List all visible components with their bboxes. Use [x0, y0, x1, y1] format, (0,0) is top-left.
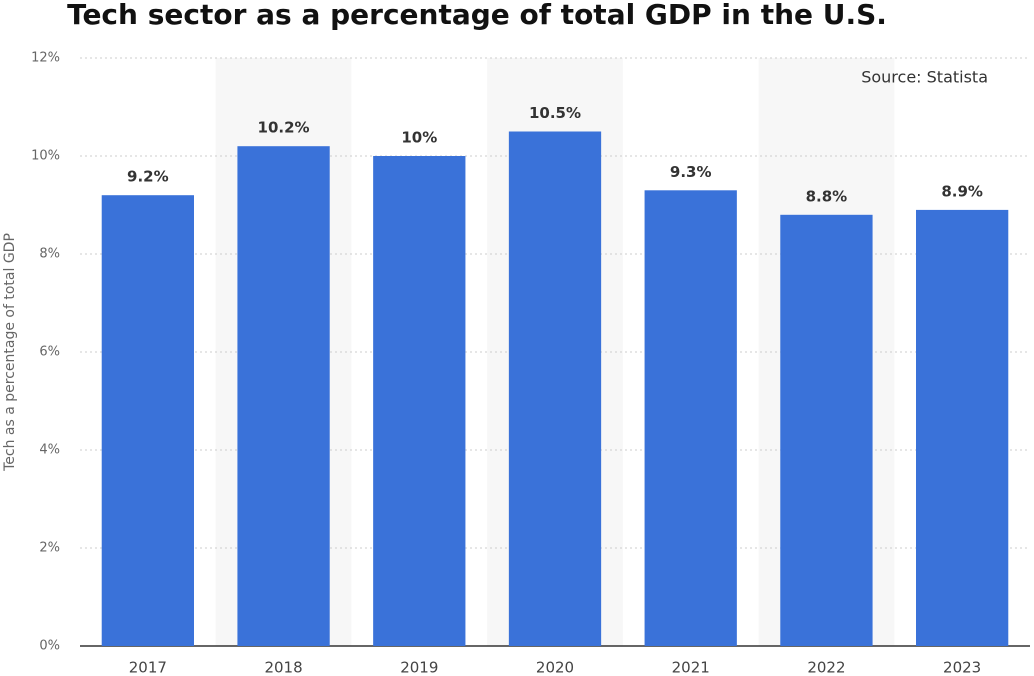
y-tick-label: 2%: [39, 541, 60, 556]
value-label: 9.3%: [670, 163, 712, 181]
bar: [916, 209, 1009, 646]
x-tick-label: 2021: [672, 659, 710, 676]
y-axis-label: Tech as a percentage of total GDP: [2, 233, 18, 472]
value-label: 8.8%: [806, 187, 848, 205]
bar: [373, 156, 466, 646]
value-label: 10%: [401, 129, 437, 147]
x-tick-label: 2023: [943, 659, 981, 676]
bar: [644, 190, 737, 647]
x-tick-label: 2018: [264, 659, 302, 676]
source-note: Source: Statista: [861, 68, 988, 87]
bar: [780, 214, 873, 647]
value-label: 8.9%: [941, 182, 983, 200]
y-tick-label: 10%: [31, 149, 60, 164]
x-tick-label: 2019: [400, 659, 438, 676]
y-tick-label: 12%: [31, 51, 60, 66]
x-tick-label: 2020: [536, 659, 574, 676]
value-label: 10.2%: [258, 119, 310, 137]
bar: [237, 146, 330, 646]
y-tick-label: 0%: [39, 639, 60, 654]
value-label: 9.2%: [127, 168, 169, 186]
value-label: 10.5%: [529, 104, 581, 122]
bar: [101, 195, 194, 646]
x-tick-label: 2017: [129, 659, 167, 676]
y-tick-label: 6%: [39, 345, 60, 360]
chart-title: Tech sector as a percentage of total GDP…: [67, 0, 887, 31]
y-tick-label: 8%: [39, 247, 60, 262]
x-tick-label: 2022: [807, 659, 845, 676]
bar: [508, 131, 602, 646]
y-tick-label: 4%: [39, 443, 60, 458]
